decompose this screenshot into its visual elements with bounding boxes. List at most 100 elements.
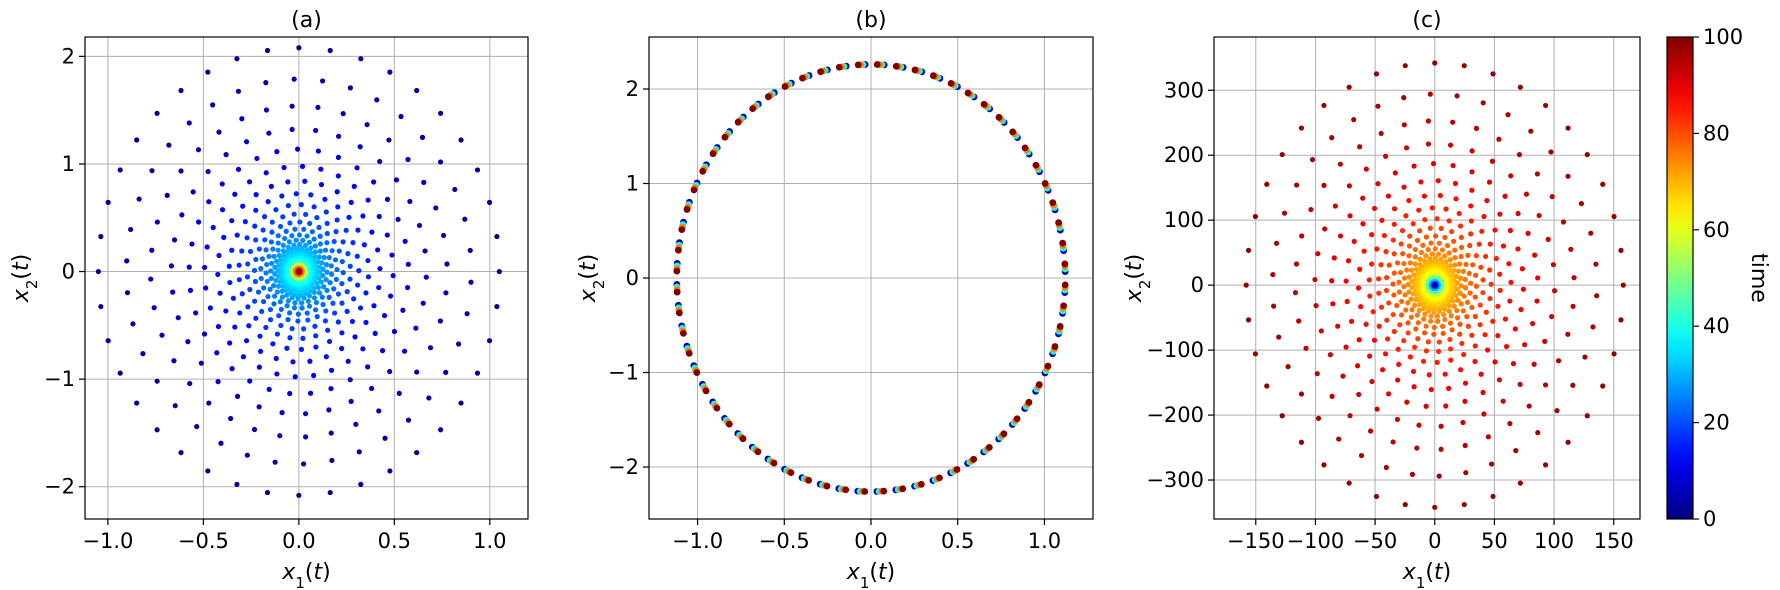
y-tick-label: 1 [62,152,75,176]
data-point [1446,218,1452,224]
data-point [266,253,272,260]
data-point [1435,178,1441,184]
data-point [1401,122,1407,128]
data-point [263,107,270,113]
data-point [404,284,411,291]
data-point [1549,313,1555,320]
data-point [1542,382,1549,388]
data-point [1270,271,1276,278]
data-point [1450,162,1456,169]
data-point [291,305,298,311]
data-point [1396,289,1402,295]
data-point [1522,342,1528,348]
data-point [468,279,474,285]
data-point [311,204,317,210]
data-point [328,430,334,436]
data-point [235,166,242,172]
data-point [271,301,277,307]
data-point [1412,246,1418,253]
data-point [1565,439,1571,445]
data-point [273,207,279,213]
data-point [206,400,212,406]
data-point [316,254,322,260]
data-point [352,334,358,340]
data-point [266,386,272,392]
data-point [725,420,733,428]
data-point [1391,206,1398,212]
data-point [230,295,236,301]
data-point [324,269,330,275]
data-point [317,290,323,296]
data-point [1526,403,1532,409]
data-point [218,440,224,446]
panel-title: (a) [291,8,322,33]
data-point [1351,117,1357,123]
data-point [334,266,340,273]
y-tick-label: 100 [1164,208,1204,232]
data-point [244,235,250,241]
data-point [1298,391,1305,397]
data-point [1345,258,1352,264]
data-point [1490,71,1496,77]
data-point [257,348,264,354]
data-point [1374,246,1380,252]
data-point [1611,351,1617,357]
data-point [260,227,266,233]
data-point [301,326,307,332]
data-point [301,295,307,301]
data-point [1518,306,1524,313]
data-point [291,242,297,248]
data-point [1308,206,1314,213]
data-point [799,74,806,82]
data-point [1460,419,1466,426]
data-point [1357,266,1363,272]
data-point [326,294,332,300]
data-point [356,268,362,274]
data-point [1428,240,1434,246]
plot-frame [84,36,529,520]
colorbar-gradient [1666,36,1694,520]
data-point [1390,281,1396,287]
data-point [980,100,988,108]
data-point [286,239,292,245]
data-point [1270,303,1277,309]
data-point [375,247,381,253]
data-point [154,110,160,116]
data-point [1395,377,1401,383]
data-point [1490,493,1496,500]
data-point [1013,415,1021,423]
data-point [265,293,271,300]
data-point [985,443,993,451]
data-point [1391,292,1397,298]
data-point [136,196,142,202]
data-point [272,459,278,465]
data-point [1355,285,1362,291]
data-point [1415,336,1421,342]
data-point [1379,217,1385,223]
data-point [313,127,319,134]
data-point [1516,152,1523,158]
data-point [348,398,354,404]
data-point [1452,262,1458,268]
data-point [1503,343,1510,350]
data-point [305,317,311,323]
data-point [1293,261,1300,267]
data-point [1462,276,1468,283]
data-point [1428,386,1434,393]
data-point [1458,234,1464,240]
data-point [1411,163,1417,169]
data-point [1264,181,1270,187]
data-point [1457,331,1463,337]
data-point [1411,344,1418,350]
data-point [296,45,302,51]
data-point [306,239,312,245]
data-point [1436,339,1442,345]
data-point [1620,282,1626,288]
data-point [236,262,242,268]
data-point [1461,293,1467,299]
data-point [302,178,308,184]
data-point [1373,493,1380,500]
data-point [264,47,271,54]
data-point [754,448,762,456]
data-point [1264,383,1270,389]
